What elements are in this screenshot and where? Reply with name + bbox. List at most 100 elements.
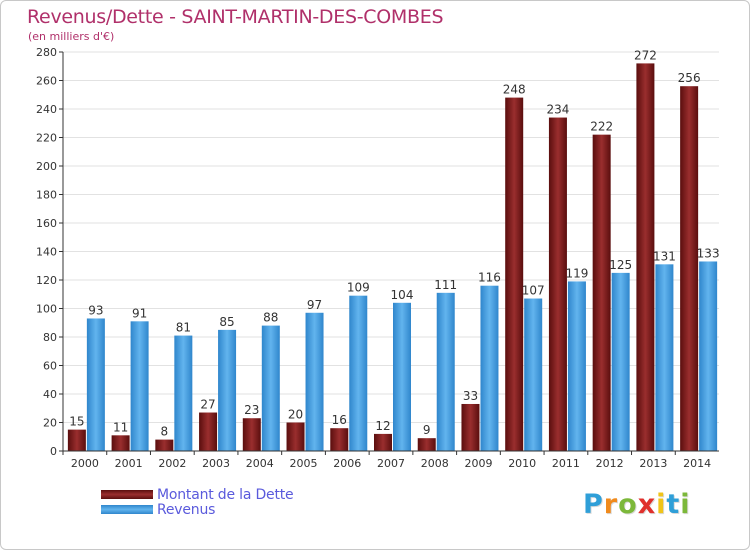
- x-tick-label: 2004: [246, 457, 274, 470]
- x-tick-label: 2000: [71, 457, 99, 470]
- data-label-revenus: 88: [263, 311, 278, 325]
- data-label-dette: 11: [113, 420, 128, 434]
- y-axis-ticks: 0 20 40 60 80 100 120 140 160 180 200 220 240 260 280: [36, 46, 63, 458]
- data-label-dette: 256: [678, 71, 701, 85]
- bar-revenus: [699, 261, 718, 451]
- data-label-revenus: 93: [88, 303, 103, 317]
- y-tick-label: 40: [43, 388, 57, 401]
- legend-item-revenus: Revenus: [101, 501, 293, 518]
- y-tick-label: 120: [36, 274, 57, 287]
- y-tick-label: 60: [43, 360, 57, 373]
- bar-dette: [636, 63, 655, 452]
- data-label-revenus: 81: [176, 321, 191, 335]
- y-tick-label: 0: [50, 445, 57, 458]
- data-label-dette: 16: [332, 413, 347, 427]
- data-label-revenus: 104: [391, 288, 414, 302]
- bar-revenus: [305, 312, 324, 451]
- bar-dette: [680, 86, 699, 451]
- bar-revenus: [567, 281, 586, 451]
- data-label-dette: 222: [590, 120, 613, 134]
- data-label-dette: 23: [244, 403, 259, 417]
- bar-revenus: [130, 321, 149, 451]
- data-labels: 15 93 11 91 8 81 27 85 23 88 20 97 16 109 12 104 9 111 33 1…: [69, 48, 719, 438]
- y-tick-label: 220: [36, 132, 57, 145]
- bar-revenus: [261, 325, 280, 451]
- chart-subtitle: (en milliers d'€): [28, 30, 115, 43]
- bars: [67, 63, 718, 452]
- data-label-revenus: 97: [307, 298, 322, 312]
- data-label-revenus: 85: [219, 315, 234, 329]
- bar-dette: [330, 428, 349, 451]
- bar-revenus: [611, 272, 630, 451]
- y-tick-label: 180: [36, 189, 57, 202]
- bar-dette: [286, 422, 305, 451]
- data-label-dette: 9: [423, 423, 431, 437]
- x-tick-label: 2013: [639, 457, 667, 470]
- bar-revenus: [393, 302, 411, 451]
- legend: Montant de la Dette Revenus: [101, 486, 294, 518]
- data-label-revenus: 131: [653, 249, 676, 263]
- proxiti-logo: Proxiti: [583, 489, 691, 520]
- bar-dette: [592, 134, 611, 451]
- y-tick-label: 140: [36, 246, 57, 259]
- bar-dette: [155, 439, 174, 451]
- x-tick-label: 2011: [552, 457, 580, 470]
- data-label-dette: 20: [288, 408, 303, 422]
- bar-dette: [242, 418, 261, 451]
- data-label-revenus: 119: [565, 266, 588, 280]
- data-label-revenus: 111: [434, 278, 457, 292]
- data-label-revenus: 91: [132, 306, 147, 320]
- bar-dette: [417, 438, 436, 451]
- y-tick-label: 20: [43, 417, 57, 430]
- x-tick-label: 2012: [596, 457, 624, 470]
- bar-revenus: [524, 298, 543, 451]
- data-label-dette: 27: [200, 398, 215, 412]
- y-tick-label: 80: [43, 331, 57, 344]
- y-tick-label: 260: [36, 75, 57, 88]
- bar-revenus: [436, 292, 455, 451]
- legend-label-dette: Montant de la Dette: [157, 486, 294, 503]
- bar-dette: [548, 117, 567, 452]
- data-label-revenus: 109: [347, 281, 370, 295]
- x-tick-label: 2006: [333, 457, 361, 470]
- x-tick-label: 2009: [464, 457, 492, 470]
- y-tick-label: 200: [36, 160, 57, 173]
- y-tick-label: 280: [36, 46, 57, 59]
- bar-revenus: [218, 329, 237, 451]
- x-tick-label: 2007: [377, 457, 405, 470]
- x-tick-label: 2014: [683, 457, 711, 470]
- data-label-revenus: 107: [522, 284, 545, 298]
- data-label-dette: 12: [375, 419, 390, 433]
- legend-label-revenus: Revenus: [157, 501, 216, 518]
- data-label-dette: 272: [634, 48, 657, 62]
- y-tick-label: 160: [36, 217, 57, 230]
- bar-revenus: [174, 335, 193, 451]
- axes: [62, 52, 719, 452]
- y-tick-label: 100: [36, 303, 57, 316]
- bar-dette: [505, 97, 524, 451]
- data-label-dette: 15: [69, 415, 84, 429]
- x-tick-label: 2008: [421, 457, 449, 470]
- data-label-revenus: 116: [478, 271, 501, 285]
- y-tick-label: 240: [36, 103, 57, 116]
- legend-swatch-revenus: [101, 505, 153, 514]
- x-tick-label: 2002: [158, 457, 186, 470]
- data-label-dette: 33: [463, 389, 478, 403]
- bar-dette: [374, 433, 392, 451]
- x-tick-label: 2010: [508, 457, 536, 470]
- data-label-revenus: 125: [609, 258, 632, 272]
- x-axis-ticks: 2000 2001 2002 2003 2004 2005 2006 2007 2008 2009…: [62, 451, 711, 470]
- data-label-revenus: 133: [697, 246, 720, 260]
- bar-dette: [199, 412, 218, 451]
- data-label-dette: 234: [546, 103, 569, 117]
- legend-item-dette: Montant de la Dette: [101, 486, 294, 503]
- x-tick-label: 2001: [115, 457, 143, 470]
- bar-revenus: [86, 318, 105, 451]
- bar-dette: [67, 429, 86, 451]
- data-label-dette: 248: [503, 83, 526, 97]
- bar-revenus: [349, 295, 368, 451]
- bar-dette: [461, 403, 480, 451]
- bar-revenus: [480, 285, 499, 451]
